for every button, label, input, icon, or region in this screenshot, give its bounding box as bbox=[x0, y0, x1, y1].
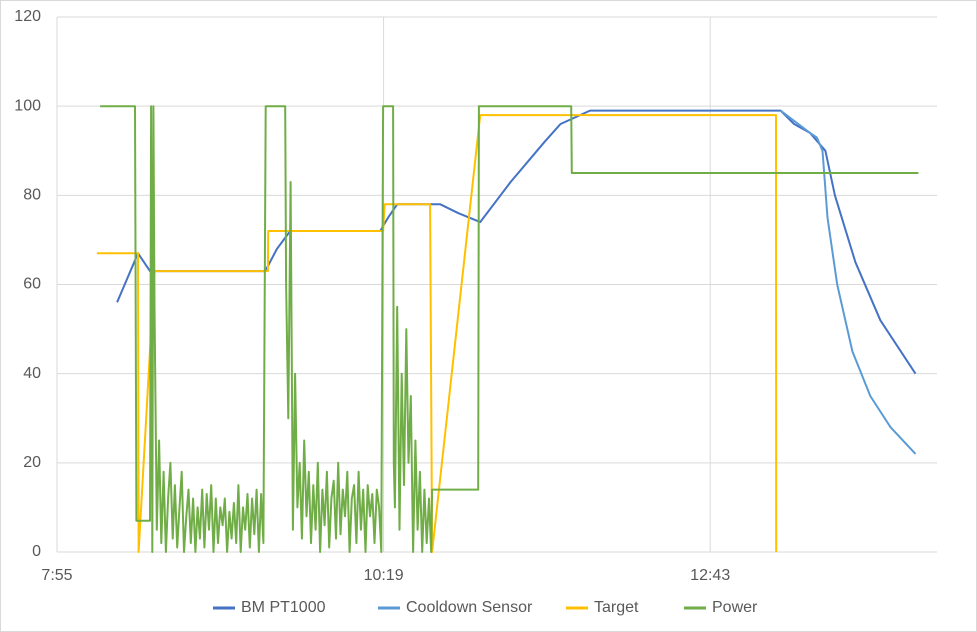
x-tick-label: 7:55 bbox=[41, 567, 72, 584]
y-tick-label: 120 bbox=[14, 8, 41, 25]
y-tick-label: 60 bbox=[23, 276, 41, 293]
y-tick-label: 100 bbox=[14, 97, 41, 114]
legend-label: Target bbox=[594, 599, 639, 616]
y-tick-label: 80 bbox=[23, 187, 41, 204]
y-tick-label: 0 bbox=[32, 543, 41, 560]
series-line bbox=[116, 109, 917, 375]
series-line bbox=[779, 109, 917, 455]
series-line bbox=[100, 105, 919, 553]
legend-label: Cooldown Sensor bbox=[406, 599, 533, 616]
y-tick-label: 20 bbox=[23, 454, 41, 471]
x-tick-label: 10:19 bbox=[364, 567, 404, 584]
legend-label: Power bbox=[712, 599, 758, 616]
legend-label: BM PT1000 bbox=[241, 599, 326, 616]
x-tick-label: 12:43 bbox=[690, 567, 730, 584]
y-tick-label: 40 bbox=[23, 365, 41, 382]
